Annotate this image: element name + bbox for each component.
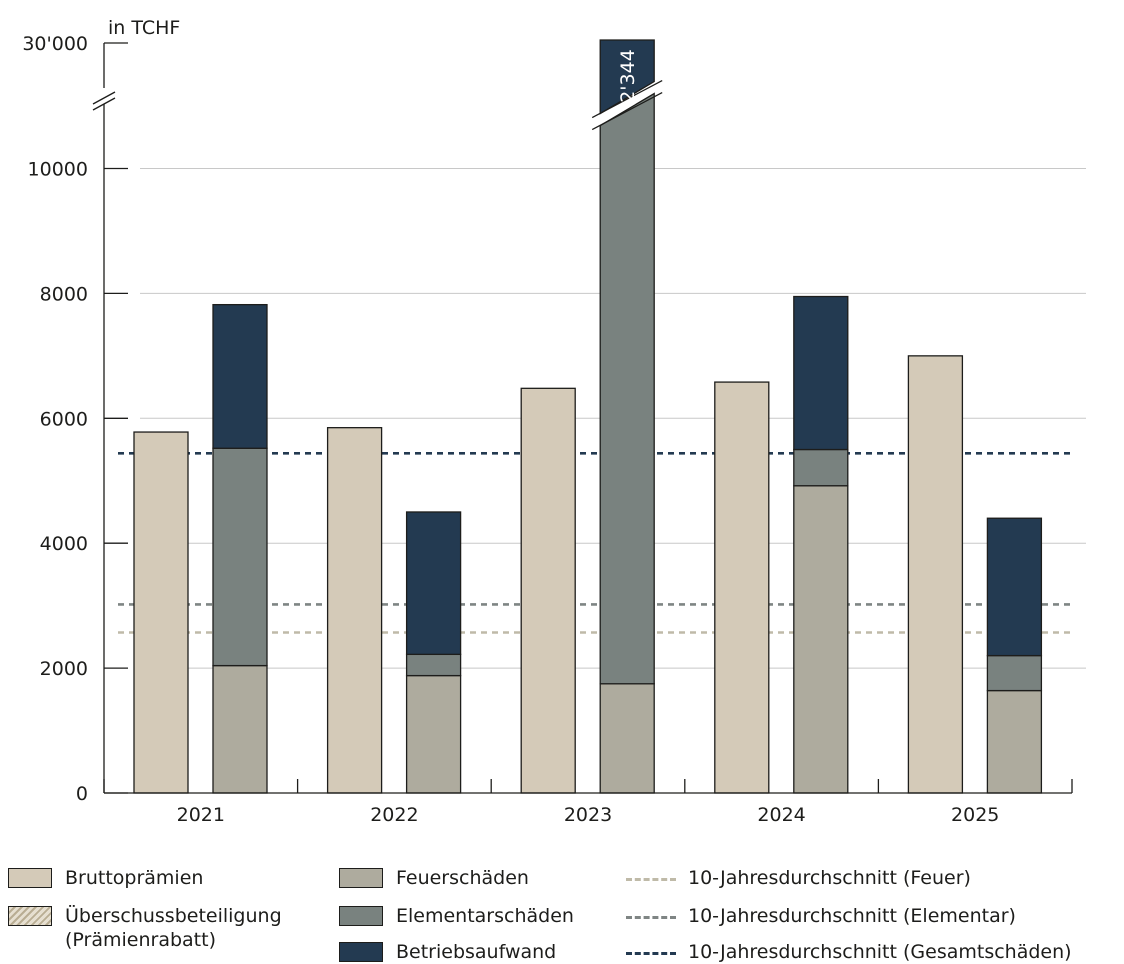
- legend-label-feuer: Feuerschäden: [396, 867, 529, 889]
- unit-label: in TCHF: [108, 17, 180, 39]
- bar-feuerschaeden-2023: [599, 683, 655, 794]
- bar-bruttopraemien-2022: [326, 427, 383, 794]
- bar-elementarschaeden-2025: [986, 654, 1043, 692]
- legend-label-avg-elementar: 10-Jahresdurchschnitt (Elementar): [688, 905, 1016, 927]
- legend-item-avg-gesamt: 10-Jahresdurchschnitt (Gesamtschäden): [626, 940, 1072, 964]
- legend-item-ueberschuss: Überschussbeteiligung (Prämienrabatt): [8, 904, 282, 952]
- y-tick-label-0: 0: [76, 783, 88, 805]
- legend-item-avg-feuer: 10-Jahresdurchschnitt (Feuer): [626, 866, 971, 890]
- y-tick-label-10000: 10000: [28, 159, 88, 181]
- legend-label-avg-feuer: 10-Jahresdurchschnitt (Feuer): [688, 867, 971, 889]
- legend-label-avg-gesamt: 10-Jahresdurchschnitt (Gesamtschäden): [688, 941, 1072, 963]
- y-tick-label-6000: 6000: [40, 408, 88, 430]
- bars: [133, 39, 1043, 794]
- legend-dash-avg-feuer: [626, 878, 676, 881]
- legend-swatch-bruttopraemien: [8, 868, 52, 888]
- bar-bruttopraemien-2023: [520, 387, 576, 794]
- legend-swatch-feuer: [339, 868, 383, 888]
- labels: 0 2000 4000 6000 8000 10000 30'000 in TCHF 2021 2…: [22, 17, 999, 826]
- legend-label-bruttopraemien: Bruttoprämien: [65, 867, 204, 889]
- bar-elementarschaeden-2021: [212, 447, 268, 667]
- y-tick-label-2000: 2000: [40, 658, 88, 680]
- bar-elementarschaeden-2023: [599, 92, 655, 685]
- bar-bruttopraemien-2021: [133, 431, 189, 794]
- legend-label-betrieb: Betriebsaufwand: [396, 941, 557, 963]
- legend-label-elementar: Elementarschäden: [396, 905, 574, 927]
- bar-betriebsaufwand-2021: [212, 303, 268, 449]
- legend-item-bruttopraemien: Bruttoprämien: [8, 866, 203, 890]
- bar-betriebsaufwand-2024: [793, 295, 849, 451]
- x-tick-label-2025: 2025: [951, 804, 999, 826]
- bar-elementarschaeden-2024: [793, 448, 849, 487]
- legend-label-ueberschuss: Überschussbeteiligung (Prämienrabatt): [65, 905, 282, 951]
- y-axis-break-mark: [92, 91, 116, 105]
- bar-value-label-2023: 2'344: [617, 49, 639, 103]
- bar-chart: 0 2000 4000 6000 8000 10000 30'000 in TCHF 2021 2…: [22, 17, 1086, 826]
- bar-break-mark: [591, 91, 663, 131]
- legend-dash-avg-elementar: [626, 916, 676, 919]
- legend-item-betrieb: Betriebsaufwand: [339, 940, 556, 964]
- axes: [92, 42, 1073, 794]
- bar-feuerschaeden-2022: [405, 674, 462, 794]
- bar-bruttopraemien-2024: [714, 381, 770, 794]
- bar-betriebsaufwand-2022: [405, 511, 462, 656]
- bar-break-mark: [591, 79, 663, 119]
- bar-feuerschaeden-2021: [212, 664, 268, 794]
- x-tick-label-2023: 2023: [564, 804, 612, 826]
- legend-item-avg-elementar: 10-Jahresdurchschnitt (Elementar): [626, 904, 1016, 928]
- x-tick-label-2024: 2024: [757, 804, 805, 826]
- legend: Bruttoprämien Überschussbeteiligung (Prä…: [0, 858, 1124, 963]
- x-tick-label-2022: 2022: [370, 804, 418, 826]
- x-tick-label-2021: 2021: [177, 804, 225, 826]
- y-axis-break-mark: [92, 97, 116, 111]
- bar-feuerschaeden-2025: [986, 689, 1043, 794]
- y-break-tick-label: 30'000: [22, 33, 88, 55]
- legend-swatch-betrieb: [339, 942, 383, 962]
- legend-item-elementar: Elementarschäden: [339, 904, 574, 928]
- y-tick-label-8000: 8000: [40, 283, 88, 305]
- bar-bruttopraemien-2025: [907, 355, 964, 794]
- legend-swatch-elementar: [339, 906, 383, 926]
- y-tick-label-4000: 4000: [40, 533, 88, 555]
- legend-item-feuer: Feuerschäden: [339, 866, 529, 890]
- bar-elementarschaeden-2022: [405, 653, 462, 677]
- bar-feuerschaeden-2024: [793, 485, 849, 794]
- legend-dash-avg-gesamt: [626, 952, 676, 955]
- bar-betriebsaufwand-2023: [599, 39, 655, 115]
- legend-swatch-ueberschuss: [8, 906, 52, 926]
- bar-betriebsaufwand-2025: [986, 517, 1043, 657]
